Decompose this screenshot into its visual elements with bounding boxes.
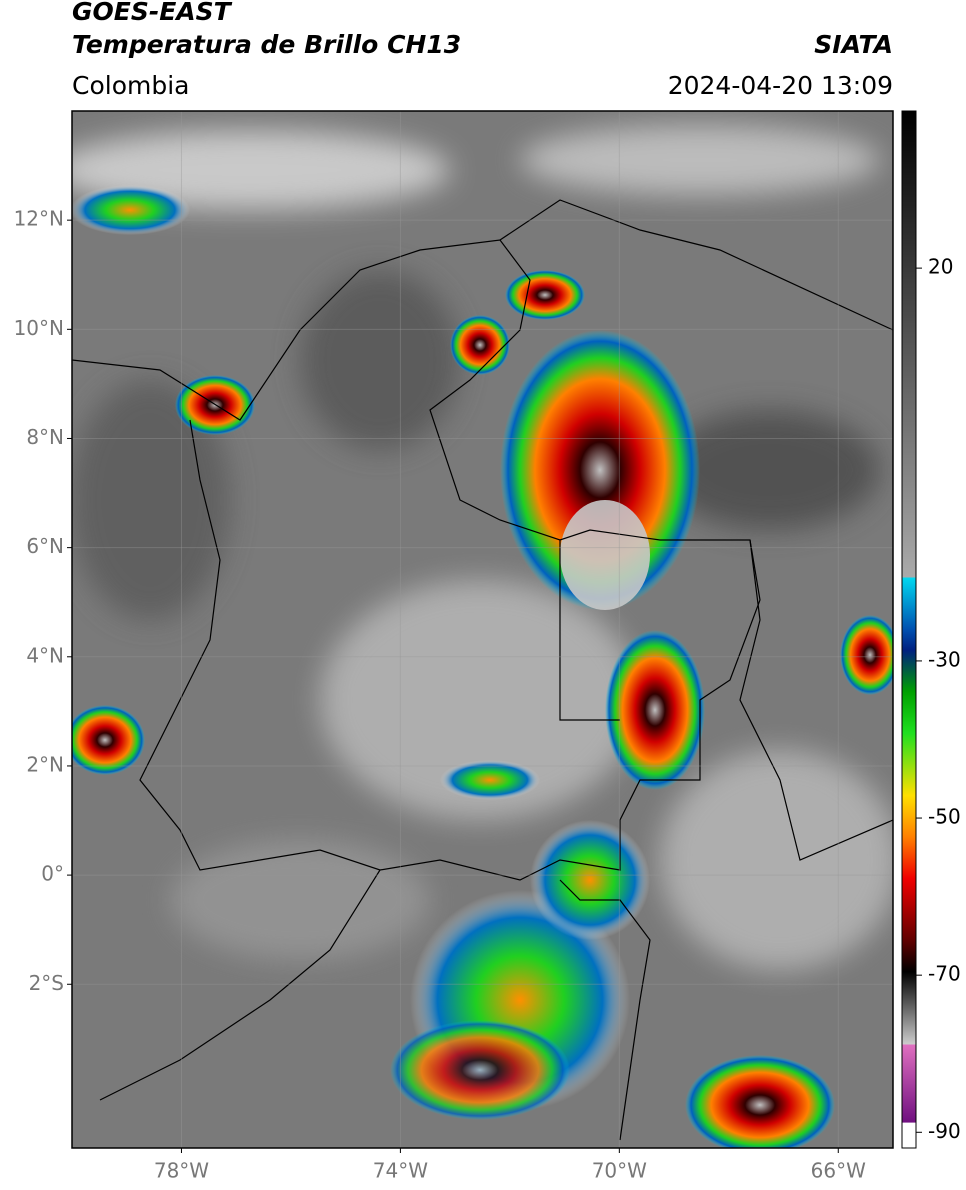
colorbar xyxy=(901,110,917,1149)
lat-label: 2°S xyxy=(29,971,64,995)
agency: SIATA xyxy=(814,30,893,59)
colorbar-label: -30 xyxy=(928,647,961,671)
colorbar-label: -90 xyxy=(928,1119,961,1143)
region: Colombia xyxy=(72,71,189,100)
colorbar-label: 20 xyxy=(928,255,953,279)
lat-label: 12°N xyxy=(14,207,64,231)
map-frame xyxy=(71,110,894,1149)
datetime: 2024-04-20 13:09 xyxy=(668,71,893,100)
satellite: GOES-EAST xyxy=(72,0,233,26)
lon-label: 70°W xyxy=(592,1159,647,1183)
lat-label: 10°N xyxy=(14,316,64,340)
lat-label: 8°N xyxy=(26,425,64,449)
borders xyxy=(72,199,893,1141)
lat-label: 6°N xyxy=(26,534,64,558)
lon-label: 74°W xyxy=(373,1159,428,1183)
colorbar-label: -70 xyxy=(928,962,961,986)
lon-label: 66°W xyxy=(811,1159,866,1183)
lon-label: 78°W xyxy=(154,1159,209,1183)
product: Temperatura de Brillo CH13 xyxy=(72,30,461,59)
lat-label: 2°N xyxy=(26,752,64,776)
lat-label: 0° xyxy=(41,862,64,886)
colorbar-label: -50 xyxy=(928,805,961,829)
imagery xyxy=(72,111,893,1148)
lat-label: 4°N xyxy=(26,643,64,667)
